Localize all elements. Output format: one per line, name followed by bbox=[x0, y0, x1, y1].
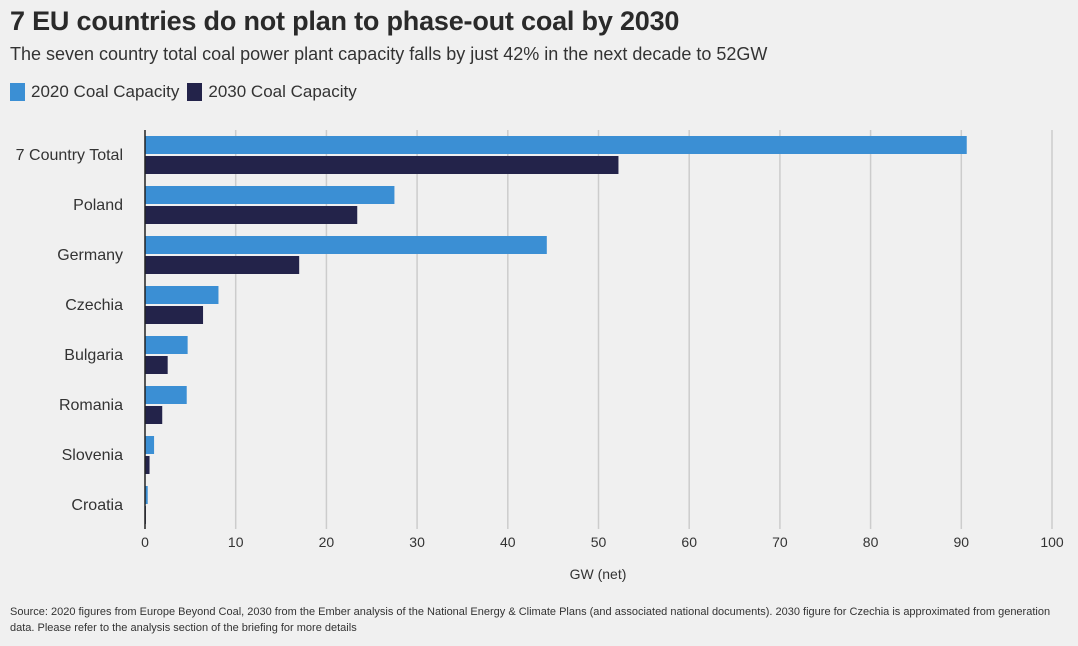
bar-2030-romania bbox=[145, 406, 163, 424]
category-label: Croatia bbox=[71, 497, 123, 514]
bar-2020-slovenia bbox=[145, 436, 155, 454]
x-tick-label: 60 bbox=[681, 534, 697, 550]
legend-swatch-2020 bbox=[10, 83, 25, 101]
bar-2020-germany bbox=[145, 236, 547, 254]
x-axis-title: GW (net) bbox=[570, 566, 627, 582]
bar-2020-bulgaria bbox=[145, 336, 188, 354]
bar-2030-bulgaria bbox=[145, 356, 168, 374]
bar-2030-poland bbox=[145, 206, 358, 224]
x-tick-label: 90 bbox=[954, 534, 970, 550]
bar-2020-czechia bbox=[145, 286, 219, 304]
category-label: Bulgaria bbox=[64, 347, 123, 364]
bar-2020-romania bbox=[145, 386, 187, 404]
bar-2030-7-country-total bbox=[145, 156, 619, 174]
bar-2030-slovenia bbox=[145, 456, 150, 474]
legend-swatch-2030 bbox=[187, 83, 203, 101]
category-label: Slovenia bbox=[62, 447, 123, 464]
bar-2020-croatia bbox=[145, 486, 148, 504]
x-tick-label: 20 bbox=[319, 534, 335, 550]
x-tick-label: 50 bbox=[591, 534, 607, 550]
x-tick-label: 40 bbox=[500, 534, 516, 550]
legend-label-2020: 2020 Coal Capacity bbox=[31, 82, 180, 101]
category-label: 7 Country Total bbox=[16, 147, 123, 164]
category-label: Germany bbox=[57, 247, 123, 264]
bar-2020-7-country-total bbox=[145, 136, 967, 154]
chart-title: 7 EU countries do not plan to phase-out … bbox=[10, 6, 680, 36]
x-tick-label: 80 bbox=[863, 534, 879, 550]
bar-2030-germany bbox=[145, 256, 300, 274]
x-tick-label: 10 bbox=[228, 534, 244, 550]
bar-2030-czechia bbox=[145, 306, 204, 324]
category-label: Poland bbox=[73, 197, 123, 214]
chart-subtitle: The seven country total coal power plant… bbox=[10, 44, 768, 64]
source-note: Source: 2020 figures from Europe Beyond … bbox=[10, 606, 1051, 634]
bar-2020-poland bbox=[145, 186, 395, 204]
legend-item-2020: 2020 Coal Capacity bbox=[10, 82, 179, 102]
category-label: Czechia bbox=[65, 297, 123, 314]
legend-label-2030: 2030 Coal Capacity bbox=[208, 82, 357, 101]
legend: 2020 Coal Capacity 2030 Coal Capacity bbox=[10, 82, 365, 102]
x-tick-label: 70 bbox=[772, 534, 788, 550]
x-tick-label: 30 bbox=[409, 534, 425, 550]
bar-chart: 7 Country Total Poland Germany Czechia Bulga… bbox=[16, 130, 1064, 582]
legend-item-2030: 2030 Coal Capacity bbox=[187, 82, 357, 102]
category-label: Romania bbox=[59, 397, 123, 414]
x-tick-label: 100 bbox=[1040, 534, 1064, 550]
x-tick-label: 0 bbox=[141, 534, 149, 550]
